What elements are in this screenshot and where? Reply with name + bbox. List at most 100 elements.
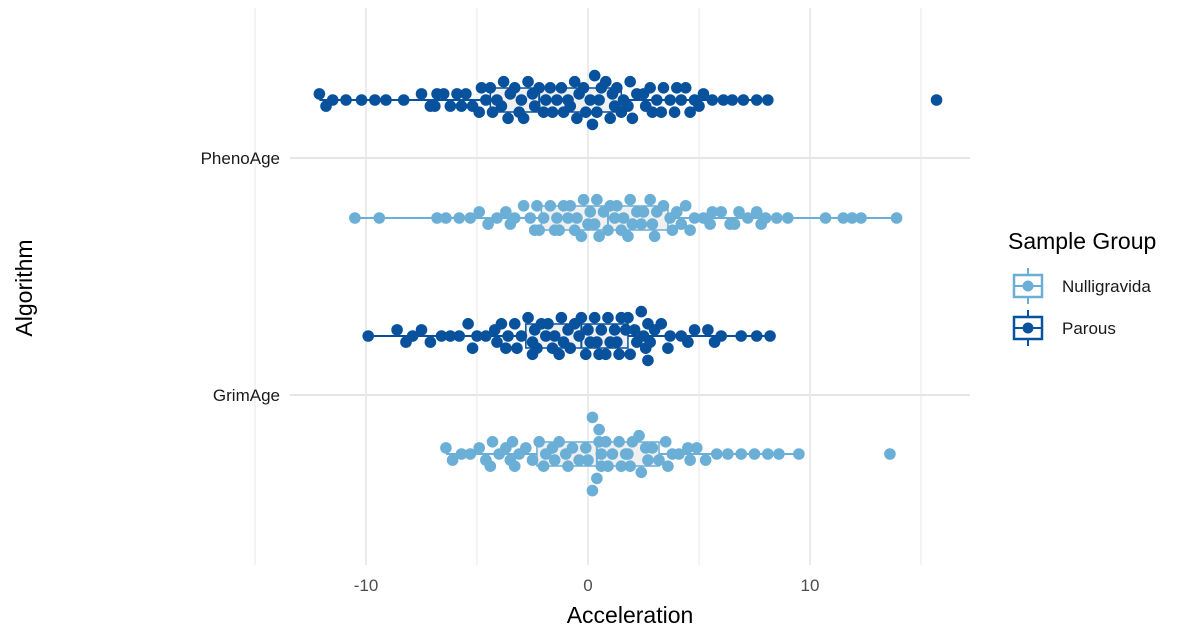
data-point <box>635 305 648 318</box>
data-point <box>773 448 785 460</box>
data-point <box>613 436 625 448</box>
data-point <box>682 442 694 454</box>
data-point <box>642 354 654 367</box>
data-point <box>611 82 623 94</box>
data-point <box>466 342 479 355</box>
data-point <box>571 212 583 224</box>
data-point <box>602 460 614 473</box>
data-point <box>770 212 783 224</box>
data-point <box>551 212 563 224</box>
data-point <box>655 318 668 330</box>
data-point <box>604 112 616 125</box>
data-point <box>722 448 734 460</box>
legend-label: Parous <box>1062 319 1116 338</box>
data-point <box>326 94 339 106</box>
data-point <box>635 218 648 230</box>
data-point <box>520 442 532 454</box>
data-point <box>624 460 636 473</box>
data-point <box>591 336 603 348</box>
data-point <box>646 442 659 454</box>
data-point <box>542 318 554 330</box>
data-point <box>737 94 750 106</box>
data-point <box>508 460 521 473</box>
data-point <box>484 82 497 94</box>
data-point <box>588 311 601 324</box>
data-point <box>633 429 645 442</box>
data-point <box>340 94 352 106</box>
data-point <box>460 88 472 100</box>
data-point <box>440 442 452 454</box>
legend-label: Nulligravida <box>1062 277 1151 296</box>
data-point <box>593 230 605 243</box>
data-point <box>517 112 530 125</box>
data-point <box>415 88 428 100</box>
data-point <box>480 94 492 106</box>
data-point <box>762 94 774 106</box>
data-point <box>497 75 510 88</box>
data-point <box>608 212 621 224</box>
data-point <box>617 212 630 224</box>
data-point <box>424 336 437 348</box>
data-point <box>533 82 545 94</box>
data-point <box>508 82 521 94</box>
data-point <box>666 224 679 236</box>
data-point <box>444 330 457 342</box>
data-point <box>659 436 672 448</box>
data-point <box>702 324 714 336</box>
data-point <box>762 448 774 460</box>
data-point <box>584 206 597 218</box>
data-point <box>579 348 592 361</box>
data-point <box>591 472 603 485</box>
data-point <box>646 218 659 230</box>
data-point <box>644 336 656 348</box>
data-point <box>455 448 468 460</box>
data-point <box>431 212 443 224</box>
data-point <box>750 206 763 218</box>
data-point <box>653 454 665 466</box>
data-point <box>515 94 528 106</box>
data-point <box>591 106 603 118</box>
data-point <box>473 206 486 218</box>
data-point <box>528 100 541 112</box>
data-point <box>648 230 661 243</box>
data-point <box>586 118 599 131</box>
data-point <box>453 212 466 224</box>
data-point <box>599 75 612 88</box>
data-point <box>715 206 727 218</box>
data-point <box>624 193 636 206</box>
data-point <box>693 100 705 112</box>
data-point <box>611 200 623 212</box>
data-point <box>586 484 599 497</box>
data-point <box>575 311 588 324</box>
data-point <box>668 106 681 118</box>
data-point <box>846 212 858 224</box>
data-point <box>453 330 466 342</box>
data-point <box>577 82 590 94</box>
data-point <box>555 311 568 324</box>
data-point <box>599 436 612 448</box>
data-point <box>930 94 943 106</box>
data-point <box>531 200 543 212</box>
data-point <box>593 423 605 436</box>
data-point <box>662 342 674 355</box>
data-point <box>704 218 716 230</box>
data-point <box>362 330 375 342</box>
data-point <box>586 411 599 424</box>
data-point <box>635 466 648 479</box>
x-axis-ticks: -10 0 10 <box>354 576 820 595</box>
data-point <box>706 94 719 106</box>
data-point <box>484 460 497 473</box>
data-point <box>544 82 557 94</box>
data-point <box>464 448 477 460</box>
data-point <box>540 330 552 342</box>
data-point <box>568 75 581 88</box>
data-point <box>508 318 521 330</box>
data-point <box>764 330 776 342</box>
data-point <box>622 448 634 460</box>
data-point <box>750 330 763 342</box>
data-point <box>573 454 585 466</box>
data-point <box>464 212 477 224</box>
data-point <box>717 94 730 106</box>
data-point <box>622 100 634 112</box>
